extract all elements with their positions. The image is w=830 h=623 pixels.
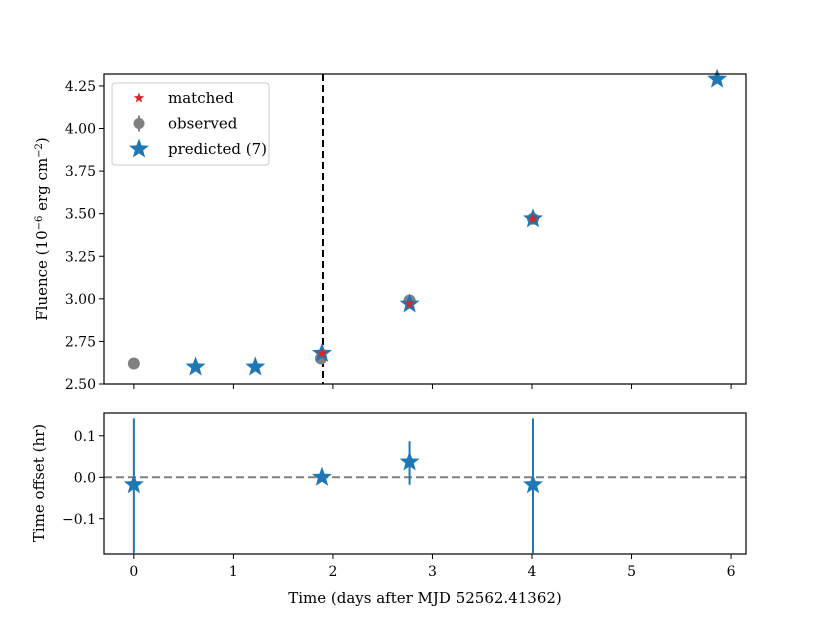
x-axis-label: Time (days after MJD 52562.41362) [288, 589, 562, 607]
top-y-tick-label: 3.25 [65, 249, 96, 265]
legend-box [111, 82, 270, 166]
matched-point [404, 298, 415, 309]
top-y-tick-label: 3.75 [65, 164, 96, 180]
legend-predicted-marker [129, 138, 149, 158]
legend: matched observed predicted (7) [111, 82, 270, 166]
top-y-tick-label: 4.25 [65, 79, 96, 95]
observed-point [127, 357, 140, 370]
predicted-point [707, 68, 728, 88]
legend-label: observed [168, 115, 238, 133]
bottom-y-tick-label: −0.1 [62, 512, 96, 528]
bottom-y-tick-label: 0.1 [74, 429, 96, 445]
predicted-point [185, 356, 206, 376]
bottom-x-tick-label: 6 [727, 564, 736, 580]
offset-point [123, 474, 144, 494]
top-y-tick-label: 3.50 [65, 207, 96, 223]
top-y-tick-label: 4.00 [65, 122, 96, 138]
predicted-point [245, 356, 266, 376]
bottom-x-tick-label: 0 [129, 564, 138, 580]
bottom-y-axis-label: Time offset (hr) [30, 424, 48, 542]
bottom-x-tick-label: 4 [528, 564, 537, 580]
legend-label: matched [168, 89, 234, 107]
legend-matched-marker [133, 92, 145, 103]
matched-point [316, 347, 328, 358]
top-y-tick-label: 2.75 [65, 334, 96, 350]
bottom-x-tick-label: 5 [627, 564, 636, 580]
top-axes-frame [103, 73, 747, 385]
bottom-x-tick-label: 1 [229, 564, 238, 580]
bottom-x-tick-label: 3 [428, 564, 437, 580]
bottom-y-tick-label: 0.0 [74, 470, 96, 486]
fluence-panel: 2.50 2.75 3.00 3.25 3.50 3.75 4.00 4.25 Fluence… [33, 68, 747, 393]
offset-point [312, 466, 332, 486]
time-offset-panel: −0.1 0.0 0.1 0 1 2 3 4 5 6 Time offset (hr) Time … [30, 412, 747, 607]
top-y-axis-label: Fluence (10−6 erg cm−2) [33, 137, 51, 321]
offset-point [399, 451, 420, 471]
offset-point [523, 474, 543, 494]
top-y-tick-label: 2.50 [65, 377, 96, 393]
bottom-x-tick-label: 2 [328, 564, 337, 580]
top-y-tick-label: 3.00 [65, 292, 96, 308]
legend-label: predicted (7) [168, 140, 267, 158]
bottom-axes-frame [103, 412, 747, 555]
matched-point [527, 213, 539, 224]
legend-observed-marker [133, 118, 145, 129]
